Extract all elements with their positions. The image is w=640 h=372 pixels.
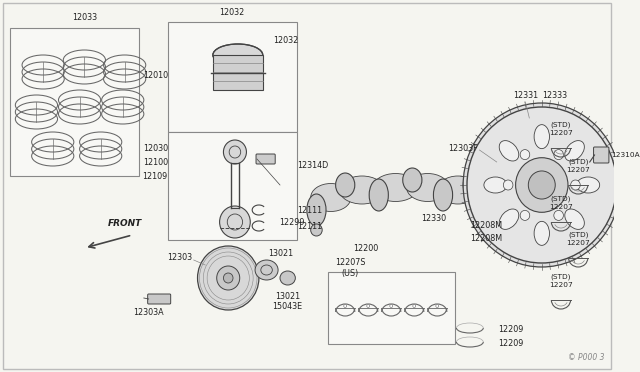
Text: 12331: 12331: [513, 91, 538, 100]
Ellipse shape: [564, 209, 584, 230]
Text: 12303: 12303: [166, 253, 192, 263]
Circle shape: [390, 305, 393, 308]
Text: 12030: 12030: [143, 144, 168, 153]
Ellipse shape: [255, 260, 278, 280]
Text: 12303A: 12303A: [133, 308, 164, 317]
Text: 12032: 12032: [273, 35, 298, 45]
Ellipse shape: [577, 177, 600, 193]
Bar: [328, 272, 454, 344]
Text: 15043E: 15043E: [273, 302, 303, 311]
Text: (STD): (STD): [568, 231, 588, 238]
Text: 12314D: 12314D: [297, 160, 328, 170]
Ellipse shape: [499, 209, 519, 230]
Ellipse shape: [433, 179, 452, 211]
Text: (STD): (STD): [568, 158, 588, 165]
Circle shape: [528, 171, 556, 199]
Ellipse shape: [373, 173, 418, 202]
Ellipse shape: [564, 141, 584, 161]
Ellipse shape: [307, 194, 326, 226]
Circle shape: [463, 103, 620, 267]
FancyBboxPatch shape: [213, 55, 263, 90]
Text: 12207: 12207: [566, 167, 590, 173]
Text: 12310A: 12310A: [611, 152, 639, 158]
Bar: [168, 132, 297, 240]
Circle shape: [503, 180, 513, 190]
Ellipse shape: [484, 177, 507, 193]
Circle shape: [571, 180, 580, 190]
Circle shape: [223, 140, 246, 164]
Text: 12111: 12111: [297, 221, 323, 231]
Bar: [168, 22, 297, 132]
Ellipse shape: [339, 176, 385, 204]
Text: 12033: 12033: [72, 13, 97, 22]
Text: 12303F: 12303F: [448, 144, 477, 153]
Text: 12299: 12299: [280, 218, 305, 227]
Text: 12333: 12333: [541, 91, 567, 100]
Text: 12207: 12207: [549, 130, 573, 136]
Ellipse shape: [534, 125, 550, 149]
Text: (STD): (STD): [550, 273, 572, 280]
Circle shape: [436, 305, 438, 308]
FancyBboxPatch shape: [593, 147, 609, 163]
Text: (US): (US): [341, 269, 358, 278]
Text: 12207: 12207: [566, 240, 590, 246]
Ellipse shape: [463, 173, 483, 197]
Text: 12109: 12109: [143, 171, 168, 180]
Circle shape: [554, 211, 563, 220]
Ellipse shape: [280, 271, 295, 285]
Ellipse shape: [335, 173, 355, 197]
Text: 13021: 13021: [275, 292, 300, 301]
Circle shape: [520, 211, 530, 220]
Circle shape: [520, 150, 530, 160]
Ellipse shape: [534, 221, 550, 246]
Text: 12010: 12010: [143, 71, 168, 80]
Ellipse shape: [499, 141, 519, 161]
Circle shape: [554, 150, 563, 160]
Text: 12207: 12207: [549, 282, 573, 288]
Text: (STD): (STD): [550, 122, 572, 128]
Text: 12200: 12200: [353, 244, 378, 253]
Text: 12100: 12100: [143, 157, 168, 167]
FancyBboxPatch shape: [148, 294, 171, 304]
Text: 13021: 13021: [269, 249, 294, 258]
Ellipse shape: [406, 173, 449, 202]
Text: © P000 3: © P000 3: [568, 353, 604, 362]
Ellipse shape: [213, 44, 263, 66]
Text: (STD): (STD): [550, 196, 572, 202]
Text: 12330: 12330: [420, 214, 446, 222]
Circle shape: [220, 206, 250, 238]
Circle shape: [367, 305, 370, 308]
Text: 12032: 12032: [220, 8, 244, 17]
Text: 12207S: 12207S: [335, 258, 365, 267]
Text: 12208M: 12208M: [470, 234, 502, 243]
Circle shape: [344, 305, 347, 308]
Circle shape: [413, 305, 416, 308]
Ellipse shape: [369, 179, 388, 211]
Text: 12209: 12209: [499, 340, 524, 349]
Circle shape: [467, 107, 616, 263]
Ellipse shape: [310, 183, 351, 212]
Circle shape: [198, 246, 259, 310]
Circle shape: [516, 158, 568, 212]
Circle shape: [310, 224, 322, 236]
Text: 12208M: 12208M: [470, 221, 502, 230]
Bar: [10, 28, 139, 176]
Circle shape: [217, 266, 240, 290]
Ellipse shape: [403, 168, 422, 192]
Ellipse shape: [467, 179, 502, 206]
Ellipse shape: [487, 184, 506, 216]
Text: 12207: 12207: [549, 204, 573, 210]
Circle shape: [223, 273, 233, 283]
Text: FRONT: FRONT: [108, 219, 142, 228]
Text: 12209: 12209: [499, 326, 524, 334]
FancyBboxPatch shape: [256, 154, 275, 164]
Ellipse shape: [437, 176, 479, 204]
Text: 12111: 12111: [297, 205, 323, 215]
